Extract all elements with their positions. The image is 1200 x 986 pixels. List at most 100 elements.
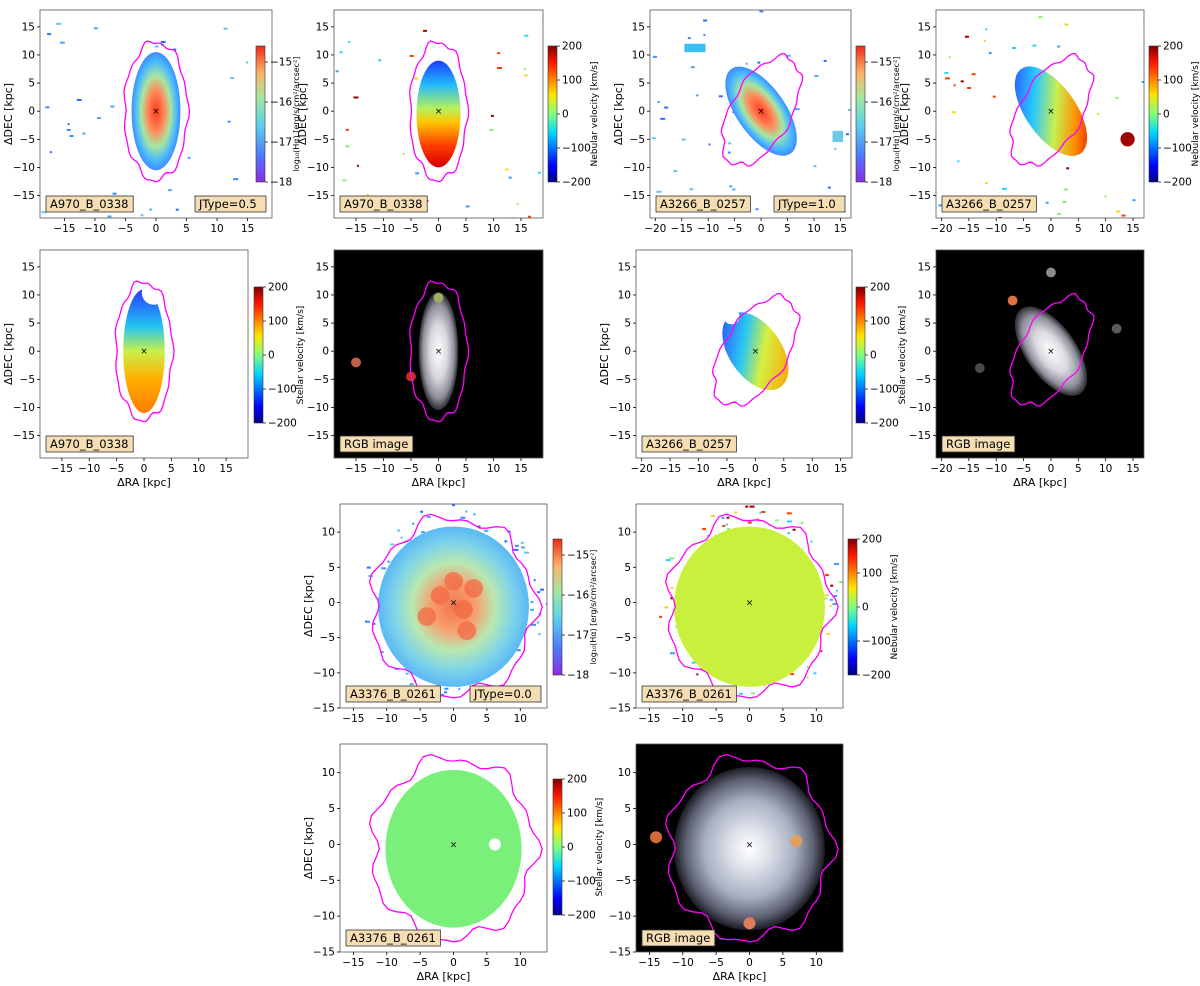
- center-marker: ×: [152, 107, 160, 117]
- y-tick-label: 0: [924, 346, 931, 358]
- noise-pixel: [49, 151, 52, 154]
- noise-pixel: [775, 519, 780, 522]
- noise-pixel: [944, 77, 950, 80]
- plot-frame: [935, 9, 1145, 219]
- x-tick-label: −20: [644, 223, 666, 235]
- colorbar-tick-label: 200: [562, 41, 582, 53]
- noise-pixel: [366, 194, 369, 197]
- y-tick-label: −10: [623, 162, 645, 174]
- jtype-text: JType=0.5: [198, 197, 257, 211]
- colorbar-tick-label: 100: [562, 75, 582, 87]
- noise-pixel: [755, 208, 759, 211]
- x-tick-label: 5: [484, 713, 491, 725]
- y-tick-label: −15: [313, 703, 335, 715]
- galaxy-map: [674, 766, 825, 931]
- y-tick-label: 15: [22, 261, 35, 273]
- x-tick-label: 10: [487, 463, 500, 475]
- y-tick-label: 5: [924, 78, 931, 90]
- noise-pixel: [381, 567, 387, 570]
- y-tick-label: −5: [314, 374, 329, 386]
- x-tick-label: −15: [958, 223, 980, 235]
- noise-pixel: [66, 128, 71, 131]
- noise-pixel: [160, 40, 166, 43]
- y-tick-label: 10: [22, 289, 35, 301]
- x-tick-label: 10: [1099, 463, 1112, 475]
- center-marker: ×: [435, 107, 443, 117]
- galaxy-contour: [368, 753, 543, 943]
- noise-pixel: [420, 510, 424, 513]
- colorbar-tick-label: 200: [567, 774, 587, 786]
- noise-pixel: [335, 70, 339, 73]
- colorbar-label: log₁₀(Hα) [erg/s/cm²/arcsec²]: [589, 550, 598, 665]
- y-tick-label: −15: [307, 190, 329, 202]
- noise-pixel: [140, 214, 144, 217]
- panel-p4: × −20 −15 −10 −5 0 5 10 15 −15 −10 −5 0 5 10 15 ΔDEC [kp…: [898, 9, 1200, 235]
- y-tick-label: 15: [316, 261, 329, 273]
- colorbar-tick-label: −100: [870, 384, 899, 396]
- noise-pixel: [800, 521, 804, 524]
- masked-region: [488, 838, 501, 851]
- colorbar-tick-label: −100: [567, 876, 596, 888]
- y-axis-label: ΔDEC [kpc]: [2, 83, 15, 145]
- noise-pixel: [378, 59, 382, 62]
- galaxy-id-label: A3376_B_0261: [641, 685, 737, 703]
- center-marker: ×: [746, 840, 754, 850]
- flux-blob: [832, 130, 844, 143]
- x-tick-label: 15: [514, 223, 527, 235]
- x-tick-label: 15: [834, 223, 847, 235]
- x-tick-label: 15: [834, 463, 847, 475]
- jtype-label: JType=0.5: [194, 195, 267, 213]
- noise-pixel: [835, 589, 838, 592]
- y-tick-label: 10: [322, 527, 335, 539]
- noise-pixel: [472, 513, 476, 516]
- noise-pixel: [531, 623, 537, 626]
- colorbar-tick-label: −17: [870, 137, 892, 149]
- x-tick-label: −10: [672, 957, 694, 969]
- noise-pixel: [444, 687, 449, 690]
- noise-pixel: [957, 160, 960, 163]
- x-tick-label: −15: [638, 713, 660, 725]
- background-source: [743, 917, 756, 930]
- noise-pixel: [508, 176, 512, 179]
- hii-region: [417, 607, 437, 626]
- y-tick-label: −5: [916, 374, 931, 386]
- noise-pixel: [652, 55, 657, 58]
- noise-pixel: [651, 137, 656, 140]
- x-tick-label: 0: [752, 463, 759, 475]
- noise-pixel: [832, 603, 837, 606]
- panel-p9: × −15 −10 −5 0 5 10 −15 −10 −5 0 5 10 ΔDEC [kpc] A3376…: [302, 503, 598, 725]
- noise-pixel: [792, 528, 796, 531]
- y-tick-label: −5: [616, 374, 631, 386]
- galaxy-id-text: RGB image: [344, 437, 408, 451]
- panel-p2: × −15 −10 −5 0 5 10 15 −15 −10 −5 0 5 10 15 ΔDEC [kpc] A…: [296, 9, 600, 235]
- noise-pixel: [786, 520, 792, 523]
- noise-pixel: [533, 579, 536, 582]
- galaxy-id-label: A970_B_0338: [339, 195, 428, 213]
- colorbar-tick-label: −100: [268, 384, 297, 396]
- colorbar-tick-label: 0: [567, 842, 574, 854]
- panel-p1: × −15 −10 −5 0 5 10 15 −15 −10 −5 0 5 10 15 ΔDEC [kpc] A…: [2, 9, 301, 235]
- x-axis-label: ΔRA [kpc]: [717, 476, 771, 489]
- x-tick-label: −15: [345, 463, 367, 475]
- x-tick-label: −20: [930, 223, 952, 235]
- y-tick-label: −15: [609, 430, 631, 442]
- noise-pixel: [1001, 187, 1007, 190]
- noise-pixel: [405, 672, 409, 675]
- galaxy-id-text: A3266_B_0257: [660, 197, 746, 211]
- hii-region: [430, 586, 450, 605]
- galaxy-map: [385, 769, 522, 928]
- y-tick-label: 5: [638, 78, 645, 90]
- noise-pixel: [660, 117, 666, 120]
- noise-pixel: [496, 66, 502, 69]
- x-tick-label: −10: [376, 713, 398, 725]
- plot-frame: [635, 249, 853, 459]
- noise-pixel: [345, 145, 350, 148]
- noise-pixel: [825, 574, 830, 577]
- y-tick-label: 15: [618, 261, 631, 273]
- noise-pixel: [390, 543, 395, 546]
- map-content: ×: [650, 753, 839, 943]
- x-tick-label: 0: [1048, 463, 1055, 475]
- background-source: [650, 831, 663, 844]
- noise-pixel: [824, 594, 829, 597]
